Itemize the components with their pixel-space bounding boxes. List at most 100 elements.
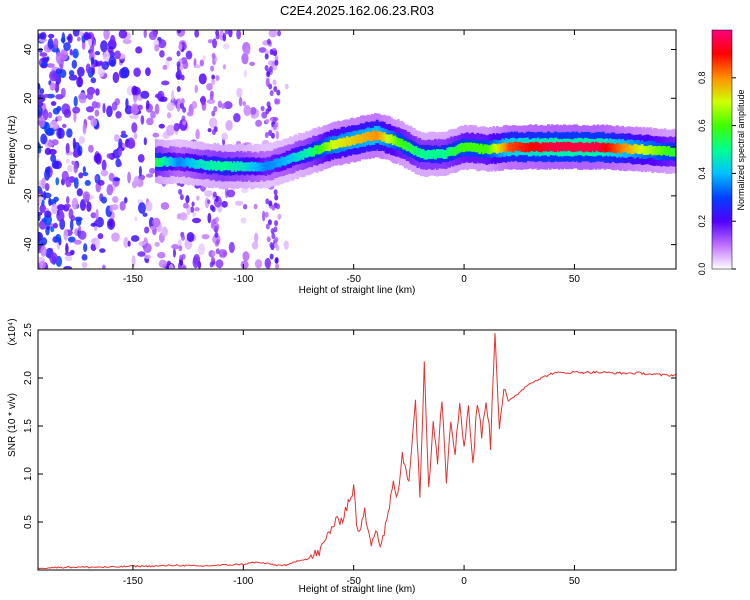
noise-blob xyxy=(222,43,230,50)
ridge-cell xyxy=(455,145,459,155)
noise-blob xyxy=(59,49,69,61)
ridge-cell xyxy=(172,158,176,167)
noise-blob xyxy=(42,108,49,121)
snr-x-label: Height of straight line (km) xyxy=(299,584,416,595)
noise-column-blob xyxy=(273,242,278,249)
ridge-cell xyxy=(508,142,512,152)
ridge-cell xyxy=(658,145,662,155)
noise-blob xyxy=(137,154,145,163)
noise-blob xyxy=(243,69,247,78)
noise-blob xyxy=(85,63,91,74)
noise-blob xyxy=(99,248,106,253)
noise-blob xyxy=(76,188,83,197)
ridge-cell xyxy=(275,158,278,168)
snr-y-multiplier: (x10⁴) xyxy=(7,318,18,345)
ridge-cell xyxy=(298,151,301,161)
noise-blob xyxy=(173,122,180,132)
noise-blob xyxy=(150,225,156,230)
ridge-cell xyxy=(612,144,616,153)
noise-blob xyxy=(76,36,81,42)
noise-blob xyxy=(162,64,168,70)
ridge-cell xyxy=(663,146,667,155)
noise-blob xyxy=(236,87,243,98)
noise-blob xyxy=(133,176,140,187)
ridge-cell xyxy=(515,141,519,151)
noise-column-blob xyxy=(277,213,282,220)
noise-blob xyxy=(106,153,113,159)
ridge-cell xyxy=(557,142,561,152)
x-tick-label: -50 xyxy=(346,274,361,285)
ridge-cell xyxy=(296,152,300,162)
spectrogram-frame xyxy=(37,29,677,270)
noise-blob xyxy=(224,30,229,35)
ridge-cell xyxy=(571,143,575,153)
noise-blob xyxy=(192,256,199,269)
ridge-cell xyxy=(524,143,527,153)
noise-blob xyxy=(72,30,80,37)
ridge-cell xyxy=(241,162,245,172)
noise-blob xyxy=(103,30,110,40)
noise-blob xyxy=(90,212,97,219)
y-tick-label: 20 xyxy=(23,92,34,104)
ridge-cell xyxy=(538,143,542,153)
noise-blob xyxy=(190,206,195,213)
noise-blob xyxy=(244,47,251,56)
ridge-cell xyxy=(624,143,628,153)
noise-blob xyxy=(234,200,243,206)
noise-blob xyxy=(97,179,105,186)
noise-column-blob xyxy=(272,124,277,131)
snr-background xyxy=(38,330,676,570)
ridge-cell xyxy=(340,138,344,148)
ridge-cell xyxy=(343,138,347,147)
noise-blob xyxy=(88,144,94,153)
noise-column-blob xyxy=(176,50,181,57)
noise-column-blob xyxy=(276,98,281,105)
ridge-cell xyxy=(446,147,450,157)
noise-blob xyxy=(82,191,91,202)
ridge-cell xyxy=(527,143,531,153)
ridge-cell xyxy=(575,142,579,152)
noise-blob xyxy=(93,225,98,232)
noise-blob xyxy=(261,111,268,119)
snr-series-line xyxy=(38,333,676,570)
noise-blob xyxy=(55,233,62,243)
ridge-cell xyxy=(416,147,420,157)
noise-blob xyxy=(115,110,122,119)
ridge-cell xyxy=(511,143,515,153)
noise-blob xyxy=(95,208,99,220)
ridge-cell xyxy=(428,150,432,160)
ridge-cell xyxy=(545,142,549,152)
ridge-cell xyxy=(585,142,589,152)
noise-blob xyxy=(38,152,41,159)
noise-blob xyxy=(199,59,205,67)
ridge-cell xyxy=(393,135,397,145)
ridge-cell xyxy=(398,138,402,148)
ridge-cell xyxy=(638,145,642,155)
noise-blob xyxy=(50,101,57,106)
noise-column-blob xyxy=(269,49,274,56)
ridge-cell xyxy=(351,135,354,145)
ridge-cell xyxy=(156,158,160,167)
ridge-cell xyxy=(435,149,439,158)
ridge-cell xyxy=(179,157,183,167)
x-tick-label: 0 xyxy=(461,274,467,285)
noise-blob xyxy=(152,217,161,228)
noise-blob xyxy=(166,124,175,136)
noise-blob xyxy=(72,48,79,59)
noise-blob xyxy=(79,198,87,211)
noise-blob xyxy=(191,201,195,207)
noise-blob xyxy=(254,232,259,243)
ridge-cell xyxy=(610,143,614,152)
ridge-cell xyxy=(674,147,676,157)
noise-blob xyxy=(38,47,43,53)
noise-blob xyxy=(97,233,104,240)
noise-blob xyxy=(152,132,160,138)
noise-column-blob xyxy=(210,65,215,72)
ridge-cell xyxy=(462,143,466,153)
noise-column-blob xyxy=(266,71,271,78)
noise-blob xyxy=(90,56,95,65)
noise-blob xyxy=(48,148,57,155)
noise-blob xyxy=(40,133,47,145)
noise-blob xyxy=(99,60,103,66)
noise-column-blob xyxy=(179,194,184,201)
